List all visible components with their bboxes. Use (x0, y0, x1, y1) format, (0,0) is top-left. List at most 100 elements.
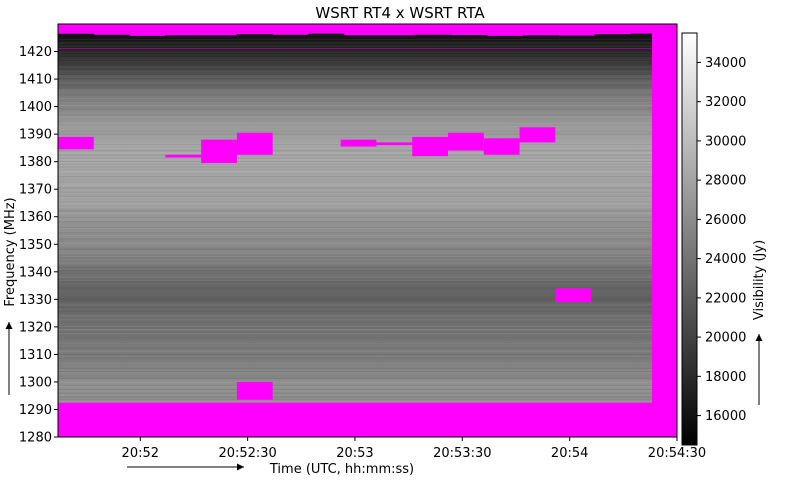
heatmap-channel-stripe (58, 56, 652, 57)
heatmap-channel-stripe (58, 163, 652, 165)
heatmap-channel-stripe (58, 117, 652, 119)
heatmap-channel-stripe (58, 387, 652, 389)
colorbar-tick-label: 18000 (705, 370, 746, 385)
heatmap-channel-stripe (58, 231, 652, 232)
x-tick-label: 20:54 (551, 446, 588, 461)
heatmap-channel-stripe (58, 61, 652, 63)
flagged-region (483, 138, 520, 155)
heatmap-channel-stripe (58, 287, 652, 288)
heatmap-channel-stripe (58, 237, 652, 238)
y-tick-label: 1360 (19, 210, 52, 225)
heatmap-channel-stripe (58, 265, 652, 266)
heatmap-channel-stripe (58, 253, 652, 255)
heatmap-channel-stripe (58, 375, 652, 376)
flagged-edge (415, 30, 452, 35)
flagged-edge (165, 30, 202, 36)
heatmap-channel-stripe (58, 210, 652, 211)
heatmap-channel-stripe (58, 179, 652, 180)
heatmap-channel-stripe (58, 211, 652, 213)
heatmap-channel-stripe (58, 149, 652, 151)
flagged-region (165, 154, 202, 158)
heatmap-channel-stripe (58, 100, 652, 102)
heatmap-channel-stripe (58, 242, 652, 243)
heatmap-channel-stripe (58, 43, 652, 45)
heatmap-channel-stripe (58, 166, 652, 168)
heatmap-channel-stripe (58, 178, 652, 179)
heatmap-channel-stripe (58, 116, 652, 117)
heatmap-channel-stripe (58, 218, 652, 219)
flagged-region (555, 288, 592, 303)
heatmap-channel-stripe (58, 154, 652, 155)
heatmap-channel-stripe (58, 174, 652, 175)
heatmap-channel-stripe (58, 233, 652, 235)
colorbar-tick-label: 20000 (705, 331, 746, 346)
heatmap-channel-stripe (58, 321, 652, 322)
heatmap-channel-stripe (58, 222, 652, 224)
heatmap-channel-stripe (58, 219, 652, 221)
heatmap-channel-stripe (58, 309, 652, 311)
heatmap-channel-stripe (58, 367, 652, 368)
heatmap-channel-stripe (58, 158, 652, 159)
heatmap-channel-stripe (58, 198, 652, 200)
flagged-region (236, 381, 273, 400)
colorbar-tick-label: 30000 (705, 134, 746, 149)
heatmap-channel-stripe (58, 284, 652, 285)
heatmap-channel-stripe (58, 224, 652, 225)
y-axis-arrow-head (5, 322, 13, 329)
heatmap-channel-stripe (58, 193, 652, 194)
heatmap-channel-stripe (58, 205, 652, 207)
heatmap-channel-stripe (58, 288, 652, 290)
flagged-edge (58, 30, 94, 34)
heatmap-channel-stripe (58, 105, 652, 106)
heatmap-channel-stripe (58, 119, 652, 120)
colorbar-label: Visibility (Jy) (752, 240, 767, 320)
heatmap-channel-stripe (58, 114, 652, 116)
heatmap-channel-stripe (58, 175, 652, 176)
flagged-edge (451, 30, 488, 36)
heatmap-channel-stripe (58, 54, 652, 56)
heatmap-channel-stripe (58, 305, 652, 306)
heatmap-channel-stripe (58, 259, 652, 260)
heatmap-channel-stripe (58, 247, 652, 249)
heatmap-channel-stripe (58, 374, 652, 375)
heatmap-channel-stripe (58, 181, 652, 182)
heatmap-channel-stripe (58, 221, 652, 222)
y-tick-label: 1280 (19, 431, 52, 446)
heatmap-channel-stripe (58, 70, 652, 71)
heatmap-channel-stripe (58, 341, 652, 343)
heatmap-channel-stripe (58, 312, 652, 313)
heatmap-channel-stripe (58, 176, 652, 178)
heatmap-channel-stripe (58, 126, 652, 127)
heatmap-channel-stripe (58, 212, 652, 214)
heatmap-channel-stripe (58, 75, 652, 77)
heatmap-channel-stripe (58, 229, 652, 231)
y-tick-label: 1310 (19, 348, 52, 363)
heatmap-channel-stripe (58, 38, 652, 39)
x-tick-label: 20:53 (336, 446, 373, 461)
heatmap-channel-stripe (58, 360, 652, 361)
y-tick-label: 1340 (19, 265, 52, 280)
heatmap-channel-stripe (58, 104, 652, 105)
heatmap-channel-stripe (58, 195, 652, 196)
heatmap-channel-stripe (58, 136, 652, 137)
y-tick-label: 1290 (19, 403, 52, 418)
heatmap-channel-stripe (58, 255, 652, 256)
flagged-region (340, 139, 377, 147)
heatmap-channel-stripe (58, 401, 652, 403)
heatmap-channel-stripe (58, 148, 652, 150)
heatmap-channel-stripe (58, 111, 652, 112)
heatmap-channel-stripe (58, 243, 652, 245)
heatmap-channel-stripe (58, 51, 652, 53)
heatmap-channel-stripe (58, 36, 652, 38)
heatmap-channel-stripe (58, 209, 652, 210)
flagged-region (58, 136, 94, 150)
heatmap-channel-stripe (58, 365, 652, 366)
heatmap-channel-stripe (58, 271, 652, 273)
y-tick-label: 1400 (19, 100, 52, 115)
heatmap-channel-stripe (58, 88, 652, 89)
heatmap-channel-stripe (58, 65, 652, 67)
flagged-region (236, 132, 273, 155)
heatmap-channel-stripe (58, 42, 652, 43)
heatmap-channel-stripe (58, 50, 652, 51)
